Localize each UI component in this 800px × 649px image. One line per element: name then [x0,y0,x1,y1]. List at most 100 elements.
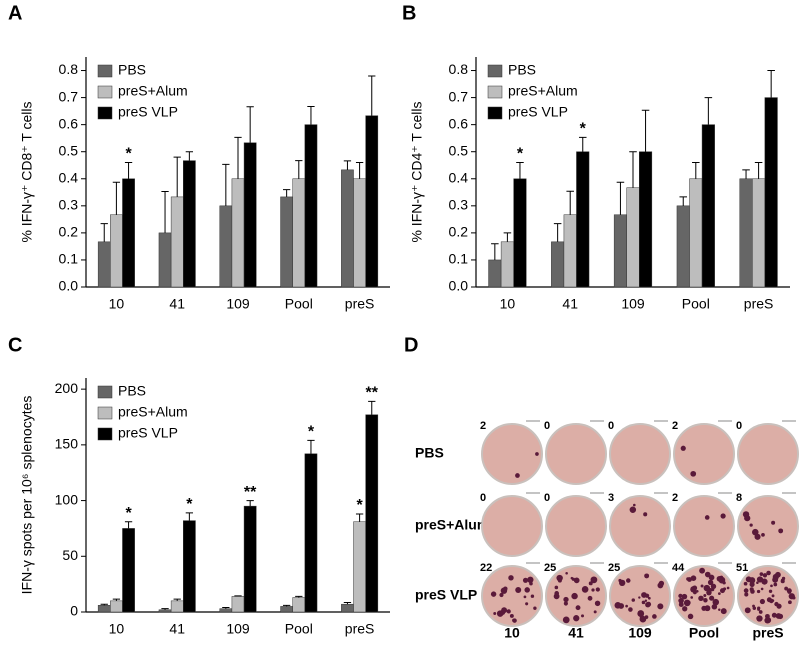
bar [513,178,527,288]
legend-swatch [97,64,113,78]
significance: * [356,497,363,514]
y-tick-label: 50 [62,547,78,563]
bar [243,142,257,288]
spot [682,606,688,612]
spot [563,596,569,603]
spot [535,452,539,456]
legend-swatch [487,85,503,99]
x-tick-label: 10 [500,296,516,312]
panel-label: D [404,334,418,356]
error-bar [100,603,108,606]
well [737,423,799,485]
bar [292,597,306,613]
spot [644,573,650,579]
spot [628,607,633,612]
significance: * [186,496,193,513]
legend-label: preS+Alum [118,83,188,99]
error-bar [124,521,133,529]
legend-swatch [97,385,113,399]
y-tick-label: 0.0 [59,278,79,294]
spot [773,582,778,587]
spot-count: 22 [480,562,492,574]
spot-count: 25 [608,562,620,574]
bar [365,414,379,613]
spot [629,506,637,513]
error-bar [516,162,524,179]
error-bar [282,604,291,607]
spot [657,603,664,610]
spot-count: 3 [608,492,614,504]
spot [639,615,647,623]
spot [680,445,686,451]
spot [687,600,691,605]
spot [752,528,759,536]
well [673,495,735,557]
y-axis-label: % IFN-γ⁺ CD8⁺ T cells [19,101,35,242]
spot [743,581,748,586]
spot [761,532,765,537]
spot [744,607,751,614]
spot [678,597,684,604]
significance: ** [244,484,257,501]
x-tick-label: 41 [169,621,185,637]
y-tick-label: 0.8 [59,61,79,77]
bar [739,178,753,288]
bar [280,196,293,288]
spot [720,608,727,615]
significance: * [580,121,587,138]
error-bar [234,136,242,179]
spot [506,609,511,614]
spot-count: 51 [736,562,748,574]
spot [778,528,784,534]
error-bar [161,608,169,610]
spot [646,601,652,607]
spot [718,608,721,612]
bar [551,241,565,288]
error-bar [282,189,291,197]
spot [699,567,706,574]
row-label: preS+Alum [415,517,489,533]
bar [183,160,196,288]
bar [97,241,111,288]
spot [594,600,601,607]
error-bar [355,162,364,179]
spot [717,592,721,595]
error-bar [343,602,352,605]
spot [637,610,645,617]
spot [522,577,529,583]
legend-swatch [97,106,113,120]
bar [764,97,778,288]
y-tick-label: 0.3 [59,197,79,213]
bar [752,178,766,288]
legend-label: preS+Alum [508,83,578,99]
spot [756,581,759,584]
spot [554,591,560,596]
spot [565,571,568,575]
y-tick-label: 0.8 [449,61,469,77]
spot [698,595,704,602]
error-bar [112,598,121,601]
bar [304,453,318,613]
y-axis-label: % IFN-γ⁺ CD4⁺ T cells [409,101,425,242]
spot-count: 8 [736,492,742,504]
error-bar [629,151,637,188]
y-tick-label: 0.6 [59,115,79,131]
spot [707,579,714,586]
bar [701,124,715,288]
spot [614,601,622,609]
column-label: 41 [568,625,584,641]
row-label: PBS [415,445,444,461]
well [481,495,543,557]
spot [524,587,530,593]
bar [219,608,233,613]
spot [756,589,761,594]
spot [687,613,694,620]
y-tick-label: 200 [55,380,79,396]
spot [643,512,648,517]
error-bar [246,106,254,143]
spot-count: 2 [480,420,486,432]
x-tick-label: 109 [226,296,250,312]
bar [341,603,354,613]
legend-label: PBS [118,383,146,399]
